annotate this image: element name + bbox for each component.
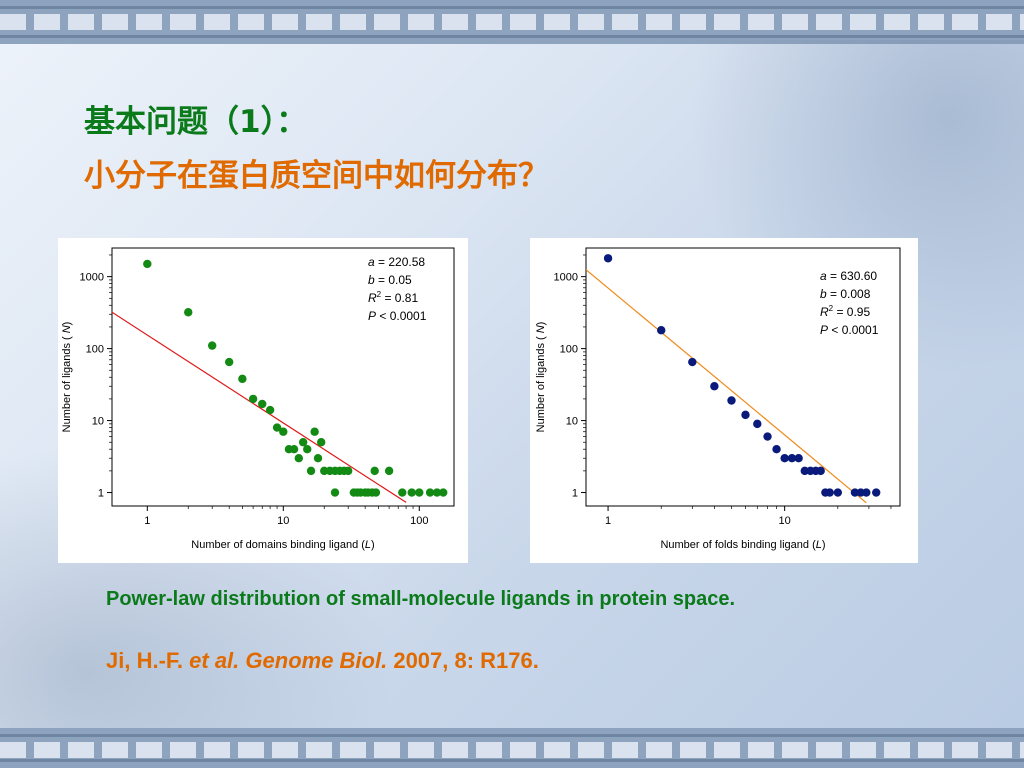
- chart1-data-point: [207, 341, 217, 350]
- citation-journal: Genome Biol.: [245, 648, 388, 673]
- chart1-xtick-label: 10: [277, 515, 289, 527]
- chart1-data-point: [439, 488, 448, 497]
- chart-domains: 1 10 100 1000 1 10 100 Number of domains bindin…: [58, 238, 468, 563]
- citation-ref: 2007, 8: R176.: [393, 648, 539, 673]
- bottom-decorative-band: [0, 728, 1024, 768]
- chart1-data-point: [343, 466, 353, 476]
- chart1-data-point: [313, 453, 323, 463]
- citation-etal: et al.: [189, 648, 240, 673]
- chart2-data-point: [850, 488, 860, 497]
- chart2-data-point: [794, 453, 803, 463]
- chart2-fit-line: [586, 269, 867, 504]
- chart1-data-point: [310, 427, 319, 436]
- chart2-data-point: [688, 357, 697, 367]
- chart1-data-point: [238, 374, 247, 384]
- chart2-ylabel: Number of ligands ( N): [535, 322, 547, 433]
- chart2-data-point: [772, 445, 781, 454]
- chart1-xtick-label: 100: [410, 515, 428, 527]
- citation-authors: Ji, H.-F.: [106, 648, 184, 673]
- chart1-data-point: [432, 488, 442, 497]
- chart2-data-point: [780, 453, 789, 463]
- chart2-ytick-label: 1000: [554, 272, 578, 284]
- chart2-xtick-label: 1: [605, 515, 611, 527]
- chart1-stat-p: P < 0.0001: [368, 309, 427, 323]
- chart1-data-point: [330, 488, 340, 497]
- chart1-fit-line: [112, 311, 407, 503]
- chart1-data-point: [294, 453, 303, 463]
- chart1-data-point: [143, 259, 152, 269]
- chart1-data-point: [384, 466, 394, 476]
- chart1-data-point: [303, 445, 312, 454]
- chart2-data-point: [753, 419, 762, 429]
- chart1-stat-r: R2 = 0.81: [368, 290, 418, 305]
- citation: Ji, H.-F. et al. Genome Biol. 2007, 8: R…: [106, 648, 539, 674]
- chart2-ytick-label: 100: [560, 344, 578, 356]
- slide-title-line2: 小分子在蛋白质空间中如何分布？: [84, 158, 549, 194]
- chart1-data-point: [224, 357, 234, 367]
- chart1-data-point: [258, 399, 267, 409]
- chart1-ylabel: Number of ligands ( N): [61, 322, 73, 433]
- chart1-data-point: [306, 466, 316, 476]
- chart1-ytick-label: 1000: [80, 272, 104, 284]
- chart1-data-point: [298, 438, 308, 447]
- chart2-stat-r: R2 = 0.95: [820, 304, 870, 319]
- chart1-data-point: [370, 466, 379, 476]
- figure-caption: Power-law distribution of small-molecule…: [106, 588, 735, 610]
- chart1-ytick-label: 1: [98, 488, 104, 500]
- chart1-data-point: [425, 488, 435, 497]
- chart2-data-point: [657, 326, 666, 335]
- chart2-data-point: [727, 396, 736, 405]
- chart1-stat-b: b = 0.05: [368, 273, 412, 287]
- chart2-data-point: [872, 488, 881, 497]
- chart1-data-point: [279, 427, 288, 436]
- chart2-ytick-label: 10: [566, 416, 578, 428]
- chart2-data-point: [787, 453, 797, 463]
- chart1-data-point: [248, 394, 258, 404]
- chart1-data-point: [317, 438, 326, 447]
- slide-title-line1: 基本问题（1）：: [84, 104, 308, 140]
- chart2-data-point: [862, 488, 871, 497]
- chart2-xtick-label: 10: [779, 515, 791, 527]
- chart2-stat-p: P < 0.0001: [820, 323, 879, 337]
- chart1-data-point: [407, 488, 416, 497]
- chart1-xlabel: Number of domains binding ligand (L): [191, 539, 374, 551]
- chart-domains-svg: 1 10 100 1000 1 10 100 Number of domains bindin…: [61, 247, 455, 551]
- chart1-data-point: [371, 488, 381, 497]
- chart1-ytick-label: 10: [92, 416, 104, 428]
- chart1-stat-a: a = 220.58: [368, 255, 425, 269]
- chart2-data-point: [816, 466, 825, 476]
- chart2-stat-a: a = 630.60: [820, 269, 877, 283]
- chart2-xlabel: Number of folds binding ligand (L): [660, 539, 825, 551]
- chart2-data-point: [710, 382, 719, 391]
- chart1-data-point: [184, 308, 193, 317]
- chart-folds-svg: 1 10 100 1000 1 10 Number of folds binding lig…: [535, 247, 901, 551]
- chart2-stat-b: b = 0.008: [820, 287, 871, 301]
- chart1-ytick-label: 100: [86, 344, 104, 356]
- chart2-data-point: [833, 488, 843, 497]
- chart2-data-point: [825, 488, 834, 497]
- top-decorative-band: [0, 0, 1024, 44]
- chart2-data-point: [741, 410, 750, 420]
- chart1-data-point: [272, 423, 282, 432]
- chart2-data-point: [763, 432, 772, 441]
- chart1-data-point: [415, 488, 424, 497]
- chart2-data-point: [603, 254, 613, 263]
- chart1-data-point: [398, 488, 407, 497]
- chart1-data-point: [289, 445, 299, 454]
- chart-folds: 1 10 100 1000 1 10 Number of folds binding lig…: [530, 238, 918, 563]
- chart2-ytick-label: 1: [572, 488, 578, 500]
- chart1-data-point: [265, 405, 275, 415]
- chart1-xtick-label: 1: [144, 515, 150, 527]
